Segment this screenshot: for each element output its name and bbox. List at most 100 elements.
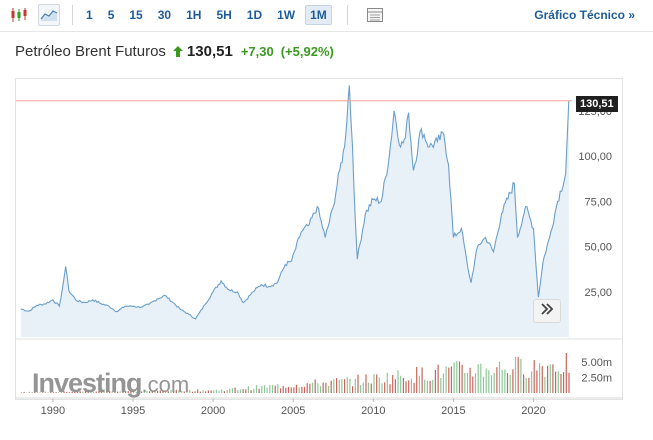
- volume-bar: [263, 385, 266, 393]
- volume-bar: [111, 391, 113, 393]
- timeframe-1d[interactable]: 1D: [246, 8, 263, 22]
- timeframe-1h[interactable]: 1H: [186, 8, 202, 22]
- volume-bar: [282, 386, 284, 393]
- volume-bar: [341, 379, 343, 393]
- volume-bar: [253, 388, 255, 393]
- volume-bar: [314, 379, 316, 393]
- chart-frame: [15, 78, 623, 400]
- volume-bar: [440, 378, 442, 393]
- volume-tick-label: 5.00m: [581, 357, 612, 369]
- volume-bar: [517, 356, 519, 393]
- volume-bar: [432, 379, 434, 393]
- volume-bar: [523, 374, 525, 393]
- volume-bar: [389, 384, 391, 393]
- volume-bar: [279, 388, 282, 393]
- y-tick-label: 75,00: [584, 196, 612, 208]
- volume-bar: [117, 391, 119, 393]
- volume-bar: [92, 391, 95, 393]
- volume-bar: [344, 379, 346, 393]
- x-tick-label: 1995: [121, 405, 145, 417]
- technical-chart-link[interactable]: Gráfico Técnico »: [534, 8, 635, 22]
- volume-bar: [44, 391, 46, 393]
- volume-bar: [482, 376, 485, 393]
- volume-bar: [261, 386, 263, 393]
- volume-bar: [405, 381, 407, 393]
- volume-bar: [413, 382, 415, 393]
- volume-bar: [234, 387, 236, 393]
- volume-bar: [285, 387, 287, 393]
- volume-bar: [301, 386, 303, 393]
- volume-bar: [138, 390, 140, 393]
- volume-bar: [352, 386, 354, 393]
- volume-bar: [47, 392, 49, 393]
- volume-bar: [445, 366, 447, 393]
- timeframe-1m[interactable]: 1M: [305, 5, 332, 25]
- volume-bar: [50, 391, 52, 393]
- timeframe-5h[interactable]: 5H: [216, 8, 232, 22]
- volume-bar: [127, 391, 129, 393]
- volume-bar: [287, 387, 290, 393]
- volume-bar: [533, 360, 535, 393]
- volume-bar: [429, 380, 431, 393]
- volume-bar: [55, 392, 57, 393]
- volume-bar: [536, 370, 538, 393]
- volume-bar: [143, 391, 145, 393]
- volume-bar: [122, 391, 124, 393]
- volume-bar: [151, 390, 153, 393]
- volume-bar: [464, 373, 466, 393]
- volume-bar: [408, 380, 410, 393]
- x-tick-label: 2000: [201, 405, 225, 417]
- volume-bar: [563, 372, 565, 393]
- volume-bar: [453, 362, 455, 393]
- volume-bar: [199, 391, 201, 393]
- volume-bar: [98, 391, 100, 393]
- timeframe-30[interactable]: 30: [157, 8, 172, 22]
- volume-bar: [362, 382, 364, 393]
- volume-bar: [549, 364, 551, 393]
- volume-bar: [290, 387, 292, 393]
- volume-bar: [191, 391, 193, 393]
- volume-bar: [373, 374, 375, 393]
- double-chevron-right-icon: [540, 302, 554, 320]
- timeframe-1w[interactable]: 1W: [277, 8, 296, 22]
- watermark-suffix: .com: [141, 372, 190, 397]
- volume-bar: [194, 391, 196, 393]
- area-chart-icon[interactable]: [38, 4, 60, 26]
- volume-bar: [34, 391, 36, 393]
- volume-bar: [368, 382, 370, 393]
- volume-bar: [448, 367, 450, 393]
- y-tick-label: 25,00: [584, 287, 612, 299]
- candlestick-icon[interactable]: [8, 4, 30, 26]
- volume-bar: [450, 366, 452, 393]
- volume-bar: [560, 374, 562, 393]
- volume-bar: [525, 378, 527, 393]
- volume-bar: [181, 390, 183, 393]
- scroll-right-button[interactable]: [533, 299, 561, 323]
- volume-bar: [266, 387, 268, 393]
- volume-bar: [226, 390, 228, 393]
- volume-bar: [20, 392, 22, 393]
- toolbar-divider: [346, 5, 348, 25]
- volume-bar: [223, 391, 225, 393]
- volume-bar: [135, 391, 137, 393]
- timeframe-group: 1 5 15 30 1H 5H 1D 1W 1M: [81, 5, 337, 25]
- volume-bar: [210, 390, 212, 393]
- volume-bar: [466, 372, 469, 393]
- volume-bar: [42, 392, 44, 393]
- volume-bar: [400, 375, 402, 393]
- volume-bar: [100, 391, 103, 393]
- volume-bar: [36, 392, 38, 393]
- timeframe-15[interactable]: 15: [129, 8, 143, 22]
- timeframe-1[interactable]: 1: [86, 8, 93, 22]
- toolbar-divider: [72, 5, 73, 25]
- volume-bar: [28, 391, 30, 393]
- volume-bar: [125, 391, 127, 393]
- volume-bar: [504, 369, 506, 393]
- table-icon[interactable]: [364, 4, 386, 26]
- investing-watermark: Investing.com: [32, 368, 189, 399]
- volume-bar: [480, 363, 482, 393]
- volume-bar: [293, 387, 295, 393]
- timeframe-5[interactable]: 5: [107, 8, 115, 22]
- instrument-price: 130,51: [186, 43, 233, 60]
